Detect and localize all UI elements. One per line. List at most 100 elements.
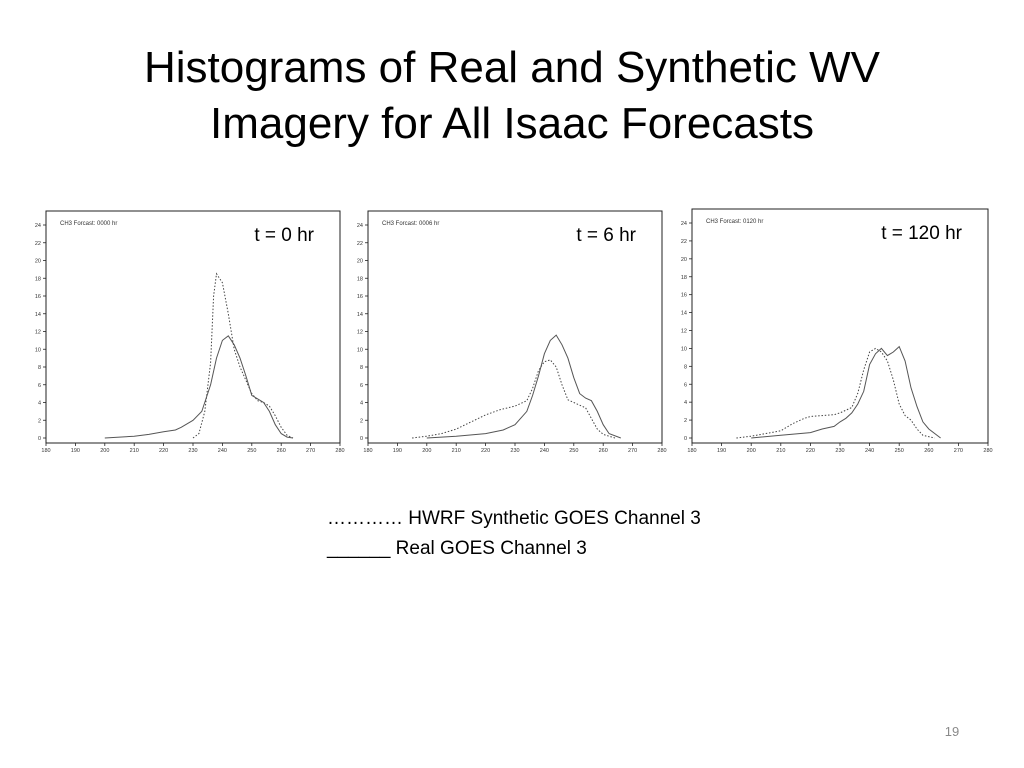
x-tick-label: 210	[452, 448, 461, 454]
plot-frame	[45, 210, 341, 444]
y-tick-label: 4	[360, 401, 363, 407]
series-synthetic-line	[192, 272, 294, 439]
x-tick-label: 240	[218, 448, 227, 454]
series-real-line	[104, 335, 294, 439]
y-tick-label: 12	[357, 330, 363, 336]
panel-time-label: t = 120 hr	[881, 223, 962, 244]
series-synthetic-line	[412, 359, 616, 439]
y-tick-label: 4	[38, 401, 41, 407]
y-tick-label: 14	[357, 312, 363, 318]
x-tick-label: 220	[159, 448, 168, 454]
plot-frame	[691, 208, 989, 444]
x-tick-label: 270	[954, 448, 963, 454]
x-tick-label: 190	[717, 448, 726, 454]
x-tick-label: 260	[277, 448, 286, 454]
x-tick-label: 280	[335, 448, 344, 454]
y-tick-label: 8	[684, 364, 687, 370]
x-tick-label: 250	[569, 448, 578, 454]
title-line-1: Histograms of Real and Synthetic WV	[143, 43, 881, 92]
y-tick-label: 2	[360, 418, 363, 424]
y-tick-label: 18	[357, 276, 363, 282]
x-tick-label: 240	[865, 448, 874, 454]
x-tick-label: 250	[247, 448, 256, 454]
y-tick-label: 18	[681, 275, 687, 281]
legend-real: ______ Real GOES Channel 3	[327, 538, 587, 559]
x-tick-label: 180	[687, 448, 696, 454]
y-tick-label: 14	[35, 312, 41, 318]
y-tick-label: 8	[38, 365, 41, 371]
y-tick-label: 20	[35, 259, 41, 265]
y-tick-label: 12	[681, 329, 687, 335]
x-tick-label: 270	[306, 448, 315, 454]
panel-time-label: t = 6 hr	[576, 225, 636, 246]
y-tick-label: 0	[684, 436, 687, 442]
y-tick-label: 6	[684, 382, 687, 388]
y-tick-label: 22	[357, 241, 363, 247]
histogram-panel-t6: 0 2 4 6 8 10 12 14 16 18 20 22 24 180 190 200 210 220 230 2…	[352, 205, 672, 465]
x-tick-label: 270	[628, 448, 637, 454]
inset-caption: CH3 Forcast: 0000 hr	[60, 221, 117, 227]
y-tick-label: 2	[38, 418, 41, 424]
y-tick-label: 8	[360, 365, 363, 371]
y-tick-label: 18	[35, 276, 41, 282]
x-tick-label: 220	[481, 448, 490, 454]
series-real-line	[751, 345, 941, 439]
y-tick-label: 24	[35, 223, 41, 229]
x-tick-label: 200	[100, 448, 109, 454]
slide-title: Histograms of Real and Synthetic WV Imag…	[60, 40, 964, 152]
inset-caption: CH3 Forcast: 0006 hr	[382, 221, 439, 227]
legend-synthetic: ………… HWRF Synthetic GOES Channel 3	[327, 508, 701, 529]
y-tick-label: 16	[681, 293, 687, 299]
y-tick-label: 10	[357, 347, 363, 353]
x-tick-label: 200	[422, 448, 431, 454]
x-tick-label: 220	[806, 448, 815, 454]
y-tick-label: 14	[681, 311, 687, 317]
x-tick-label: 260	[599, 448, 608, 454]
y-tick-label: 22	[681, 239, 687, 245]
x-tick-label: 190	[71, 448, 80, 454]
x-tick-label: 210	[776, 448, 785, 454]
y-tick-label: 0	[38, 436, 41, 442]
y-tick-label: 6	[38, 383, 41, 389]
y-tick-label: 22	[35, 241, 41, 247]
histogram-panel-t120: 0 2 4 6 8 10 12 14 16 18 20 22 24 180 190 200 210 220 230 2…	[676, 205, 998, 465]
y-tick-label: 16	[357, 294, 363, 300]
y-tick-label: 24	[357, 223, 363, 229]
legend: ………… HWRF Synthetic GOES Channel 3 _____…	[327, 504, 701, 564]
x-tick-label: 240	[540, 448, 549, 454]
x-tick-label: 250	[895, 448, 904, 454]
y-tick-label: 20	[357, 259, 363, 265]
x-tick-label: 230	[510, 448, 519, 454]
y-tick-label: 10	[681, 346, 687, 352]
x-tick-label: 210	[130, 448, 139, 454]
x-tick-label: 260	[924, 448, 933, 454]
x-tick-label: 200	[747, 448, 756, 454]
x-tick-label: 280	[983, 448, 992, 454]
y-tick-label: 0	[360, 436, 363, 442]
panel-time-label: t = 0 hr	[254, 225, 314, 246]
y-tick-label: 24	[681, 221, 687, 227]
x-tick-label: 190	[393, 448, 402, 454]
y-tick-label: 6	[360, 383, 363, 389]
x-tick-label: 230	[835, 448, 844, 454]
inset-caption: CH3 Forcast: 0120 hr	[706, 219, 763, 225]
y-tick-label: 12	[35, 330, 41, 336]
title-line-2: Imagery for All Isaac Forecasts	[210, 99, 814, 148]
plot-frame	[367, 210, 663, 444]
page-number: 19	[944, 724, 960, 739]
y-tick-label: 16	[35, 294, 41, 300]
y-tick-label: 10	[35, 347, 41, 353]
y-tick-label: 4	[684, 400, 687, 406]
histogram-panel-t0: 0 2 4 6 8 10 12 14 16 18 20 22 24 180 190 200 210 220 230 2…	[30, 205, 350, 465]
x-tick-label: 280	[657, 448, 666, 454]
x-tick-label: 230	[188, 448, 197, 454]
x-tick-label: 180	[41, 448, 50, 454]
series-synthetic-line	[736, 347, 935, 439]
y-tick-label: 20	[681, 257, 687, 263]
x-tick-label: 180	[363, 448, 372, 454]
y-tick-label: 2	[684, 418, 687, 424]
series-real-line	[426, 334, 621, 439]
